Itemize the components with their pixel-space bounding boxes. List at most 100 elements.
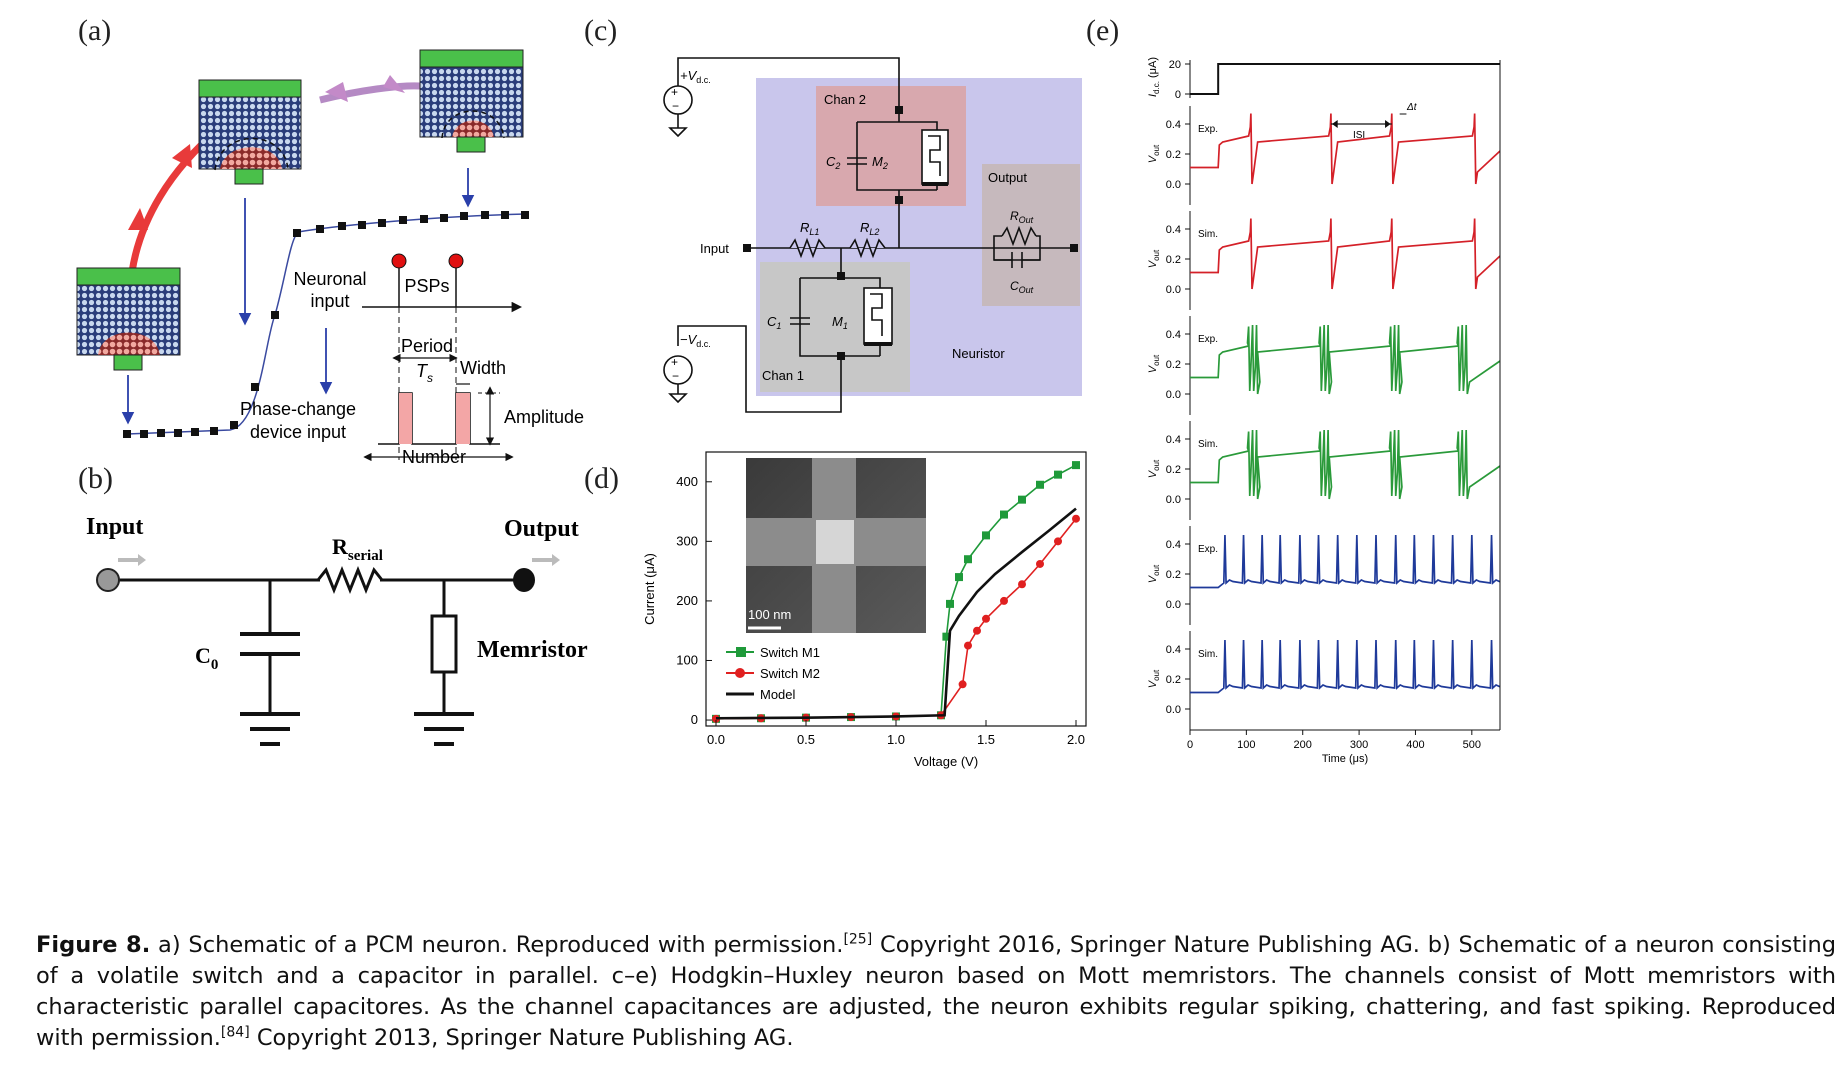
- d-xtick-label: 1.5: [977, 732, 995, 747]
- e-ylabel: Vout: [1147, 354, 1161, 373]
- e-xtick-label: 500: [1463, 739, 1481, 751]
- neuronal-input-label-2: input: [310, 291, 349, 311]
- point-m1: [955, 573, 963, 582]
- iv-chart: 100 nm 0.0 0.5 1.0 1.5 2.0 0 100 200 300 400 Swit…: [642, 451, 1087, 769]
- legend-label: Switch M2: [760, 666, 820, 681]
- point-m2: [973, 626, 981, 635]
- vdc-pos-label: +Vd.c.: [680, 68, 711, 85]
- e-top-ylabel: Id.c. (μA): [1147, 57, 1161, 97]
- e-xlabel: Time (μs): [1322, 753, 1368, 765]
- c1-label: C1: [767, 314, 781, 331]
- trace-3: [1190, 429, 1501, 500]
- point-m1: [1036, 480, 1044, 489]
- chan1-label: Chan 1: [762, 368, 804, 383]
- width-label: Width: [460, 358, 506, 378]
- point-m2: [958, 680, 967, 689]
- e-xtick-label: 300: [1350, 739, 1368, 751]
- e-tick-label: 0.4: [1166, 539, 1181, 551]
- panel-d-label: (d): [584, 462, 619, 495]
- caption-text-2: Copyright 2016, Springer Nature Publishi…: [36, 932, 1836, 1051]
- panel-b-label: (b): [78, 462, 113, 495]
- e-tick-label: 0.4: [1166, 644, 1181, 656]
- point-m1: [964, 555, 972, 564]
- rout-label: ROut: [1010, 209, 1034, 225]
- phase-change-label: Phase-change: [240, 399, 356, 419]
- legend-label: Switch M1: [760, 645, 820, 660]
- e-ylabel: Vout: [1147, 249, 1161, 268]
- e-xtick-label: 0: [1187, 739, 1193, 751]
- d-ylabel: Current (μA): [642, 553, 657, 625]
- idc-trace: [1190, 63, 1500, 95]
- figure-caption: Figure 8. a) Schematic of a PCM neuron. …: [36, 930, 1836, 1054]
- e-tick-label: 0.4: [1166, 119, 1181, 131]
- panel-c-label: (c): [584, 14, 618, 47]
- e-xtick-label: 200: [1294, 739, 1312, 751]
- m2-label: M2: [872, 154, 888, 171]
- d-ytick-label: 200: [676, 593, 698, 608]
- panel-b-figure: Input Output Rserial C0 Memristor: [86, 514, 588, 746]
- point-m2: [964, 641, 972, 650]
- point-m2: [1000, 596, 1008, 605]
- caption-ref-1: [25]: [843, 931, 873, 948]
- amplitude-label: Amplitude: [504, 407, 584, 427]
- caption-ref-2: [84]: [220, 1024, 250, 1041]
- e-tick-label: 0.0: [1166, 284, 1181, 296]
- input-label-c: Input: [700, 241, 729, 256]
- panel-a-label: (a): [78, 14, 112, 47]
- e-tick-label: 0.2: [1166, 254, 1181, 266]
- trace-label: Exp.: [1198, 334, 1218, 345]
- m1-label: M1: [832, 314, 848, 331]
- trace-label: Exp.: [1198, 124, 1218, 135]
- series-line-2: [715, 507, 1077, 720]
- caption-text-1: a) Schematic of a PCM neuron. Reproduced…: [150, 932, 844, 958]
- e-top-tick-label: 0: [1175, 89, 1181, 101]
- svg-text:−: −: [672, 369, 679, 383]
- period-label: Period: [401, 336, 453, 356]
- d-ytick-label: 400: [676, 474, 698, 489]
- chan2-label: Chan 2: [824, 92, 866, 107]
- sem-inset: 100 nm: [746, 458, 926, 633]
- point-m1: [1072, 461, 1080, 470]
- trace-1: [1190, 218, 1501, 290]
- e-ylabel: Vout: [1147, 564, 1161, 583]
- d-xtick-label: 2.0: [1067, 732, 1085, 747]
- point-m2: [1018, 580, 1026, 589]
- svg-text:−: −: [672, 99, 679, 113]
- psps-label: PSPs: [404, 276, 449, 296]
- trace-label: Sim.: [1198, 229, 1218, 240]
- d-ytick-label: 0: [691, 712, 698, 727]
- vdc-neg-label: −Vd.c.: [680, 332, 711, 349]
- legend-label: Model: [760, 687, 796, 702]
- point-m2: [1072, 514, 1080, 523]
- rl2-label: RL2: [860, 220, 879, 237]
- point-m2: [982, 614, 990, 623]
- number-label: Number: [402, 447, 466, 467]
- point-m1: [942, 632, 951, 641]
- trace-2: [1190, 324, 1501, 395]
- legend-marker: [736, 647, 746, 657]
- point-m1: [1054, 470, 1062, 479]
- e-xtick-label: 400: [1406, 739, 1424, 751]
- rl1-label: RL1: [800, 220, 819, 237]
- point-m1: [1018, 495, 1026, 504]
- dt-label: Δt: [1406, 102, 1418, 113]
- r-serial-label: Rserial: [332, 534, 383, 564]
- caption-text-3: Copyright 2013, Springer Nature Publishi…: [249, 1025, 794, 1051]
- e-tick-label: 0.0: [1166, 704, 1181, 716]
- d-xlabel: Voltage (V): [914, 754, 978, 769]
- c2-label: C2: [826, 154, 840, 171]
- e-tick-label: 0.0: [1166, 389, 1181, 401]
- point-m2: [1036, 559, 1044, 568]
- e-tick-label: 0.2: [1166, 569, 1181, 581]
- svg-text:+: +: [671, 355, 678, 369]
- phase-change-label-2: device input: [250, 422, 346, 442]
- d-xtick-label: 0.0: [707, 732, 725, 747]
- point-m2: [712, 714, 720, 723]
- e-ylabel: Vout: [1147, 144, 1161, 163]
- neuronal-input-label: Neuronal: [293, 269, 366, 289]
- d-xtick-label: 1.0: [887, 732, 905, 747]
- e-tick-label: 0.2: [1166, 149, 1181, 161]
- e-tick-label: 0.0: [1166, 179, 1181, 191]
- e-tick-label: 0.4: [1166, 329, 1181, 341]
- e-xtick-label: 100: [1237, 739, 1255, 751]
